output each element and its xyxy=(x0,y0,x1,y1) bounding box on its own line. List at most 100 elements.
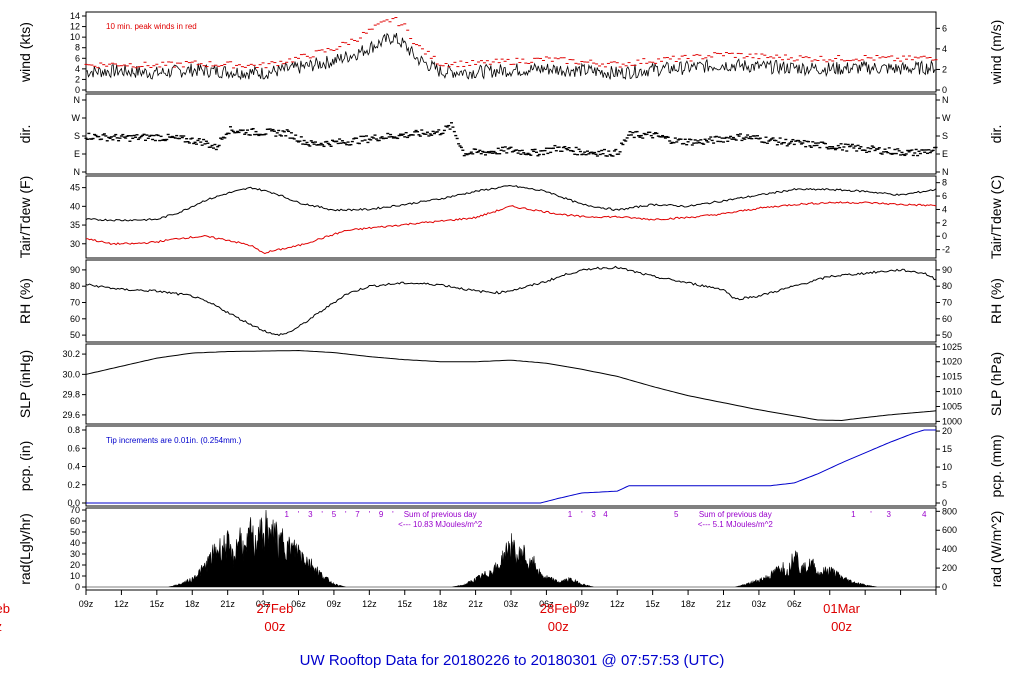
right-tick-label: 1000 xyxy=(942,416,962,426)
x-tick-label: 18z xyxy=(433,599,448,609)
left-tick-label: 0.4 xyxy=(67,462,80,472)
x-tick-label: 09z xyxy=(327,599,342,609)
left-tick-label: 40 xyxy=(70,201,80,211)
series-rh-0 xyxy=(85,265,937,337)
panel-slp: 29.6 29.8 30.0 30.2 1000 1005 1010 1015 1020 1025… xyxy=(17,342,1004,427)
right-tick-label: 200 xyxy=(942,563,957,573)
left-axis-label: wind (kts) xyxy=(17,22,33,83)
left-tick-label: 0.2 xyxy=(67,480,80,490)
x-tick-label: 03z xyxy=(752,599,767,609)
right-tick-label: 1010 xyxy=(942,387,962,397)
right-axis-label: rad (W/m^2) xyxy=(988,511,1004,588)
left-axis-label: pcp. (in) xyxy=(17,441,33,492)
uv-index-marker: 3 xyxy=(591,510,596,519)
x-tick-label: 09z xyxy=(575,599,590,609)
right-tick-label: N xyxy=(942,167,949,177)
uv-index-marker: 1 xyxy=(568,510,573,519)
left-tick-label: N xyxy=(74,167,81,177)
right-tick-label: 1025 xyxy=(942,342,962,352)
uv-index-marker: ' xyxy=(298,510,300,519)
day-time-label: 00z xyxy=(264,619,285,634)
series-temp-1 xyxy=(85,201,937,255)
left-tick-label: E xyxy=(74,149,80,159)
x-tick-label: 21z xyxy=(716,599,731,609)
left-tick-label: 60 xyxy=(70,314,80,324)
right-tick-label: 90 xyxy=(942,265,952,275)
x-tick-label: 21z xyxy=(220,599,235,609)
right-tick-label: 1015 xyxy=(942,372,962,382)
x-tick-label: 15z xyxy=(645,599,660,609)
right-tick-label: 0 xyxy=(942,498,947,508)
left-tick-label: 0.6 xyxy=(67,443,80,453)
uv-index-marker: 5 xyxy=(674,510,679,519)
right-tick-label: W xyxy=(942,113,951,123)
right-tick-label: 5 xyxy=(942,480,947,490)
right-tick-label: 0 xyxy=(942,582,947,592)
x-tick-label: 21z xyxy=(468,599,483,609)
right-tick-label: -2 xyxy=(942,245,950,255)
left-tick-label: 20 xyxy=(70,560,80,570)
right-tick-label: 400 xyxy=(942,544,957,554)
right-tick-label: 6 xyxy=(942,191,947,201)
radiation-sum-note: Sum of previous day xyxy=(404,510,477,519)
x-tick-label: 06z xyxy=(291,599,306,609)
left-tick-label: 29.8 xyxy=(62,390,80,400)
left-tick-label: 10 xyxy=(70,571,80,581)
left-axis-label: Tair/Tdew (F) xyxy=(17,176,33,258)
left-tick-label: 6 xyxy=(75,53,80,63)
right-tick-label: 50 xyxy=(942,330,952,340)
wind-annotation: 10 min. peak winds in red xyxy=(106,22,197,31)
x-tick-label: 15z xyxy=(150,599,165,609)
uv-index-marker: 4 xyxy=(922,510,927,519)
right-tick-label: 4 xyxy=(942,204,947,214)
right-tick-label: E xyxy=(942,149,948,159)
x-tick-label: 03z xyxy=(256,599,271,609)
day-date-label: 26Feb xyxy=(0,601,10,616)
right-axis-label: Tair/Tdew (C) xyxy=(988,175,1004,259)
left-tick-label: 45 xyxy=(70,183,80,193)
left-axis-label: RH (%) xyxy=(17,278,33,324)
panel-pcp: 0.0 0.2 0.4 0.6 0.8 0 5 10 15 20 pcp. (in) pcp. (mm… xyxy=(17,425,1004,508)
left-tick-label: 30.2 xyxy=(62,349,80,359)
left-tick-label: 8 xyxy=(75,43,80,53)
left-tick-label: 40 xyxy=(70,538,80,548)
x-tick-label: 18z xyxy=(681,599,696,609)
left-tick-label: 70 xyxy=(70,298,80,308)
x-tick-label: 09z xyxy=(79,599,94,609)
left-tick-label: 80 xyxy=(70,281,80,291)
left-axis-label: rad(Lgly/hr) xyxy=(17,513,33,585)
right-tick-label: N xyxy=(942,95,949,105)
series-pcp-0 xyxy=(86,429,936,504)
series-temp-0 xyxy=(85,184,937,222)
time-axis: 09z 12z 15z 18z 21z 03z 06z 09z 12z 15z 18z 21z 03z 0… xyxy=(0,590,937,634)
uv-index-marker: 5 xyxy=(332,510,337,519)
right-tick-label: 6 xyxy=(942,23,947,33)
panel-frame-slp xyxy=(85,343,937,425)
radiation-sum-note: <--- 10.83 MJoules/m^2 xyxy=(398,520,483,529)
uv-index-marker: ' xyxy=(392,510,394,519)
x-tick-label: 12z xyxy=(362,599,377,609)
uv-index-marker: 9 xyxy=(379,510,384,519)
right-tick-label: 0 xyxy=(942,85,947,95)
right-tick-label: 600 xyxy=(942,525,957,535)
uv-index-marker: 1 xyxy=(851,510,856,519)
panel-temp: 30 35 40 45 -2 0 2 4 6 8 Tair/Tdew (F) Tair/Tdew (C… xyxy=(17,175,1004,259)
right-axis-label: dir. xyxy=(988,125,1004,144)
left-tick-label: 0 xyxy=(75,582,80,592)
day-time-label: 00z xyxy=(0,619,2,634)
x-tick-label: 12z xyxy=(114,599,129,609)
panel-rh: 50 60 70 80 90 50 60 70 80 90 RH (%) RH (%) xyxy=(17,259,1004,343)
left-tick-label: 2 xyxy=(75,74,80,84)
day-date-label: 01Mar xyxy=(823,601,861,616)
uv-index-marker: 7 xyxy=(355,510,360,519)
left-axis-label: dir. xyxy=(17,125,33,144)
left-tick-label: S xyxy=(74,131,80,141)
panel-frame-rh xyxy=(85,259,937,343)
left-tick-label: 35 xyxy=(70,220,80,230)
x-tick-label: 03z xyxy=(504,599,519,609)
day-date-label: 28Feb xyxy=(540,601,577,616)
right-tick-label: 1005 xyxy=(942,401,962,411)
right-tick-label: 0 xyxy=(942,231,947,241)
left-axis-label: SLP (inHg) xyxy=(17,350,33,418)
